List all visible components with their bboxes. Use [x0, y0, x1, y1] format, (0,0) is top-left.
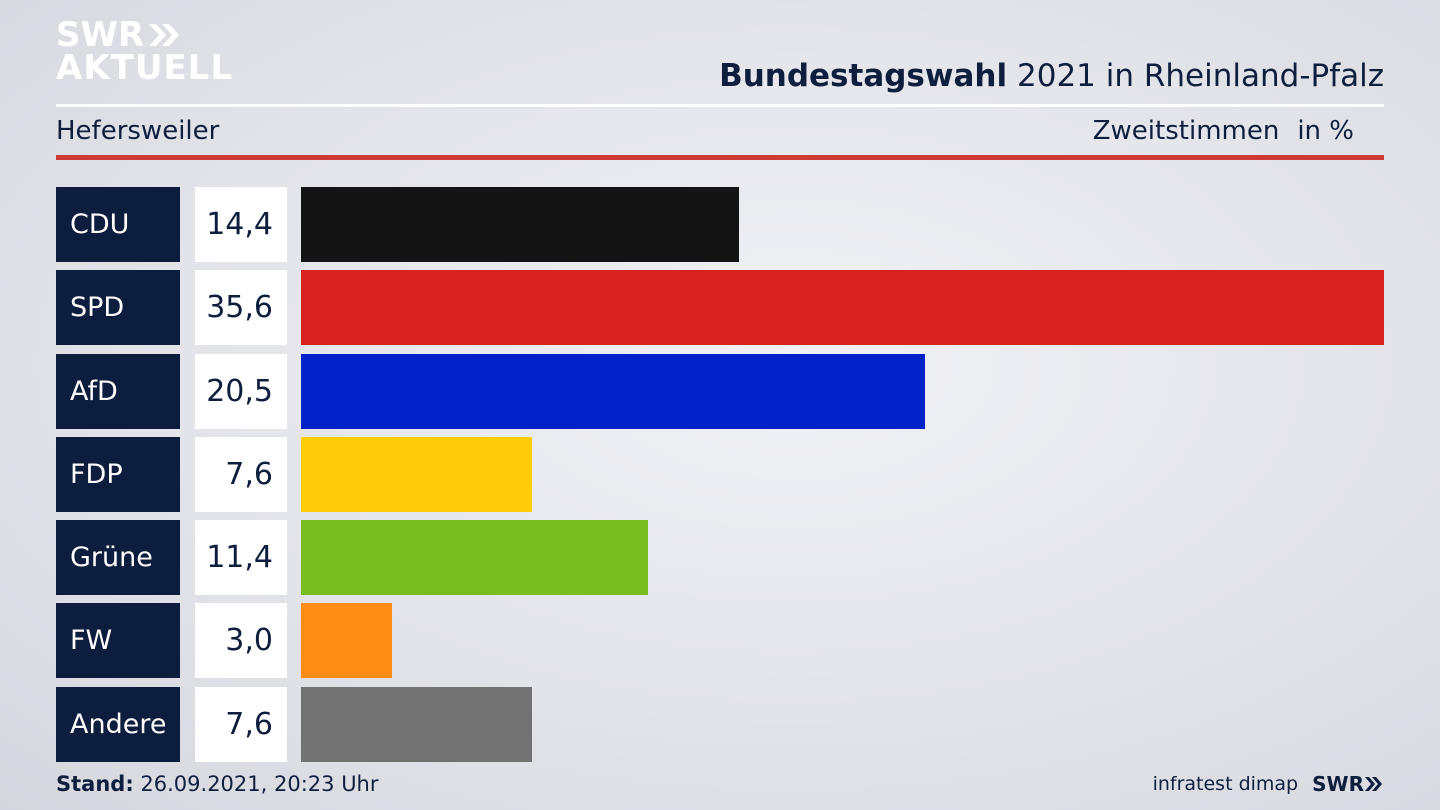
- party-label: FW: [56, 603, 180, 679]
- party-label: CDU: [56, 187, 180, 262]
- unit-text: in %: [1297, 116, 1354, 146]
- value-label: 3,0: [195, 603, 287, 679]
- party-label: AfD: [56, 353, 180, 429]
- double-chevron-icon: [149, 24, 180, 46]
- bar-row: SPD 35,6: [56, 270, 1384, 346]
- bar: [301, 187, 739, 262]
- bar-row: CDU 14,4: [56, 187, 1384, 262]
- double-chevron-icon: [1365, 777, 1382, 791]
- bar: [301, 686, 532, 762]
- stand-label: Stand:: [56, 772, 134, 796]
- bar: [301, 603, 392, 679]
- title-bold: Bundestagswahl: [719, 58, 1008, 94]
- swr-aktuell-logo: SWR AKTUELL: [56, 18, 233, 85]
- source-credit: infratest dimap SWR: [1153, 772, 1384, 796]
- value-label: 20,5: [195, 353, 287, 429]
- bar: [301, 270, 1384, 346]
- bar: [301, 520, 648, 596]
- party-label: Andere: [56, 686, 180, 762]
- bar: [301, 353, 925, 429]
- bar-chart: CDU 14,4 SPD 35,6 AfD 20,5 FDP 7,6 Grüne 11,4 FW 3,…: [56, 187, 1384, 770]
- page-title: Bundestagswahl 2021 in Rheinland-Pfalz: [719, 58, 1384, 94]
- timestamp: Stand: 26.09.2021, 20:23 Uhr: [56, 772, 379, 796]
- logo-swr-text: SWR: [56, 15, 145, 55]
- accent-divider: [56, 155, 1384, 160]
- bar-row: FDP 7,6: [56, 436, 1384, 512]
- title-divider: [56, 104, 1384, 107]
- party-label: SPD: [56, 270, 180, 346]
- logo-swr: SWR: [56, 18, 233, 52]
- bar-row: FW 3,0: [56, 603, 1384, 679]
- footer-brand-text: SWR: [1312, 772, 1364, 796]
- value-label: 11,4: [195, 520, 287, 596]
- bar: [301, 436, 532, 512]
- value-label: 7,6: [195, 686, 287, 762]
- value-label: 7,6: [195, 436, 287, 512]
- value-label: 35,6: [195, 270, 287, 346]
- source-text: infratest dimap: [1152, 773, 1299, 795]
- title-rest: 2021 in Rheinland-Pfalz: [1017, 58, 1384, 94]
- footer-brand: SWR: [1312, 772, 1384, 796]
- stand-value: 26.09.2021, 20:23 Uhr: [140, 772, 379, 796]
- party-label: Grüne: [56, 520, 180, 596]
- value-label: 14,4: [195, 187, 287, 262]
- bar-row: Andere 7,6: [56, 686, 1384, 762]
- party-label: FDP: [56, 436, 180, 512]
- logo-aktuell: AKTUELL: [56, 48, 234, 88]
- location-label: Hefersweiler: [56, 116, 220, 146]
- measure-label: Zweitstimmen in %: [1093, 116, 1354, 146]
- bar-row: AfD 20,5: [56, 353, 1384, 429]
- bar-row: Grüne 11,4: [56, 520, 1384, 596]
- measure-text: Zweitstimmen: [1092, 116, 1280, 146]
